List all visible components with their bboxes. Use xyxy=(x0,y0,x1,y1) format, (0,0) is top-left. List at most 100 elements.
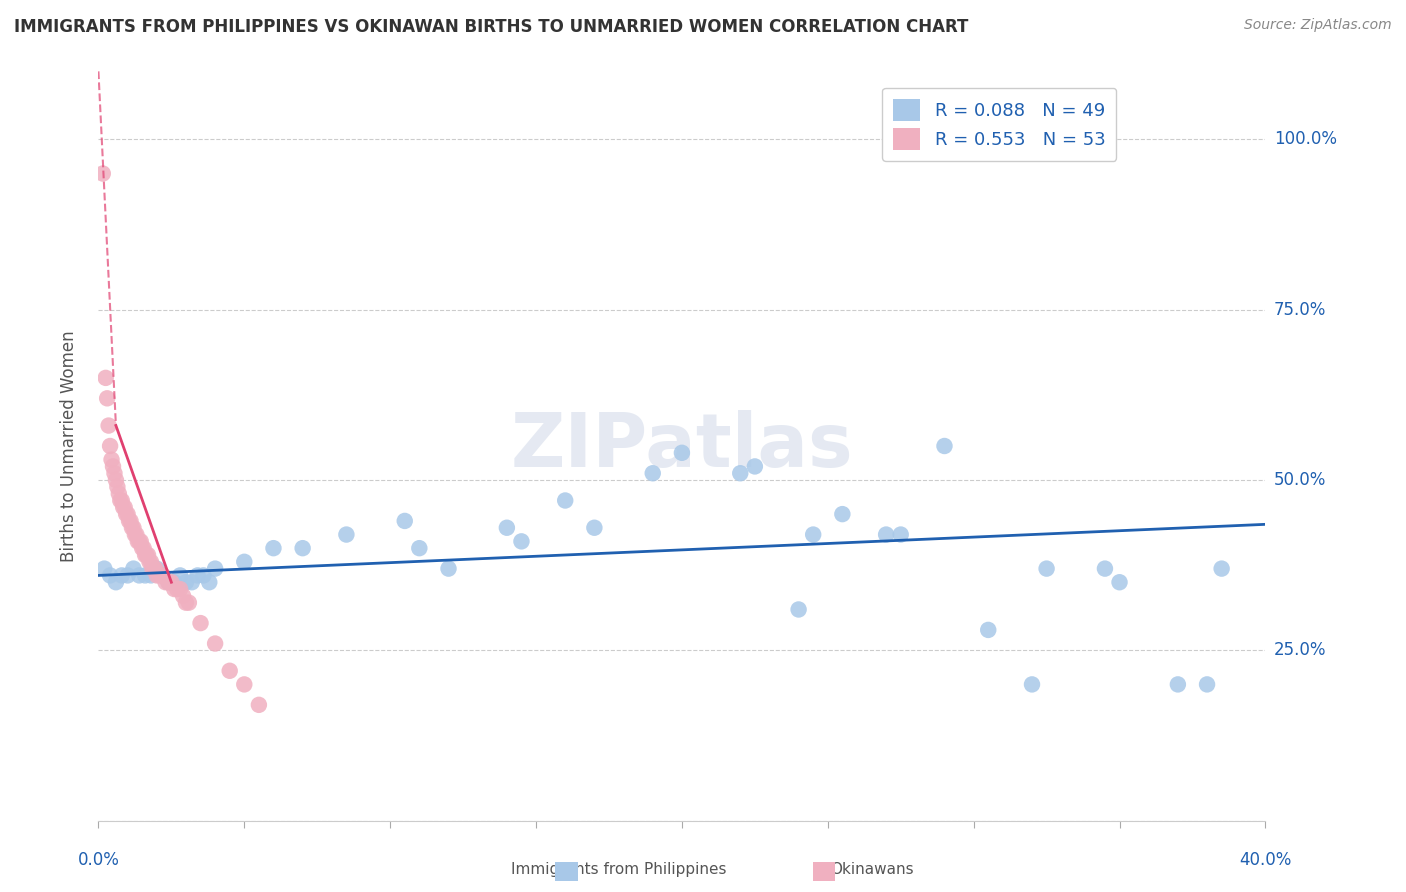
Point xyxy=(335,527,357,541)
Point xyxy=(117,507,139,521)
Point xyxy=(138,555,160,569)
Point xyxy=(139,568,162,582)
Point xyxy=(143,561,166,575)
Point xyxy=(104,575,127,590)
Point xyxy=(160,575,183,590)
Text: Source: ZipAtlas.com: Source: ZipAtlas.com xyxy=(1244,18,1392,32)
Point xyxy=(157,575,180,590)
Point xyxy=(169,568,191,582)
Point xyxy=(128,534,150,549)
Point xyxy=(122,521,145,535)
Point xyxy=(1167,677,1189,691)
Text: Okinawans: Okinawans xyxy=(830,863,914,877)
Point xyxy=(204,561,226,575)
Point xyxy=(149,568,172,582)
Point xyxy=(98,568,121,582)
Point xyxy=(180,575,202,590)
Point xyxy=(131,541,153,556)
Point xyxy=(157,575,180,590)
Point xyxy=(103,467,125,481)
Point xyxy=(120,514,142,528)
Point xyxy=(146,568,169,582)
Point xyxy=(890,527,912,541)
Point xyxy=(787,602,810,616)
Point xyxy=(496,521,519,535)
Point xyxy=(100,452,122,467)
Point xyxy=(146,561,169,575)
Point xyxy=(108,486,131,500)
Point xyxy=(174,575,197,590)
Point xyxy=(1108,575,1130,590)
Point xyxy=(247,698,270,712)
Point xyxy=(1035,561,1057,575)
Point xyxy=(394,514,416,528)
Point xyxy=(152,568,174,582)
Point xyxy=(190,616,212,631)
Point xyxy=(934,439,956,453)
Point xyxy=(169,582,191,596)
Point xyxy=(641,467,664,481)
Point xyxy=(408,541,430,556)
Text: 40.0%: 40.0% xyxy=(1239,851,1292,869)
Point xyxy=(124,527,146,541)
Point xyxy=(166,582,188,596)
Point xyxy=(671,446,693,460)
Point xyxy=(125,527,148,541)
Point xyxy=(110,493,132,508)
Legend: R = 0.088   N = 49, R = 0.553   N = 53: R = 0.088 N = 49, R = 0.553 N = 53 xyxy=(883,88,1116,161)
Text: 75.0%: 75.0% xyxy=(1274,301,1326,318)
Point xyxy=(510,534,533,549)
Point xyxy=(1094,561,1116,575)
Text: 25.0%: 25.0% xyxy=(1274,641,1326,659)
Point xyxy=(744,459,766,474)
Point xyxy=(155,575,177,590)
Point xyxy=(172,589,194,603)
Point xyxy=(136,548,159,562)
Point xyxy=(104,473,127,487)
Point xyxy=(94,371,117,385)
Point xyxy=(1211,561,1233,575)
Point xyxy=(114,500,136,515)
Text: ZIPatlas: ZIPatlas xyxy=(510,409,853,483)
Point xyxy=(98,439,121,453)
Point xyxy=(105,480,128,494)
Text: 100.0%: 100.0% xyxy=(1274,130,1337,148)
Point xyxy=(233,677,256,691)
Point xyxy=(204,636,226,650)
Point xyxy=(163,575,186,590)
Point xyxy=(233,555,256,569)
Point xyxy=(111,568,134,582)
Point xyxy=(152,568,174,582)
Point xyxy=(291,541,314,556)
Point xyxy=(129,534,152,549)
Point xyxy=(977,623,1000,637)
Point xyxy=(115,507,138,521)
Text: 50.0%: 50.0% xyxy=(1274,471,1326,489)
Point xyxy=(1197,677,1219,691)
Point xyxy=(263,541,285,556)
Point xyxy=(139,555,162,569)
Point xyxy=(128,568,150,582)
Point xyxy=(121,521,143,535)
Point xyxy=(187,568,209,582)
Point xyxy=(93,561,115,575)
Point xyxy=(91,167,114,181)
Point xyxy=(193,568,215,582)
Point xyxy=(163,582,186,596)
Point xyxy=(101,459,124,474)
Point xyxy=(97,418,120,433)
Point xyxy=(122,561,145,575)
Point xyxy=(111,493,134,508)
Point xyxy=(177,596,200,610)
Point xyxy=(142,561,165,575)
Point xyxy=(583,521,606,535)
Point xyxy=(831,507,853,521)
Point xyxy=(198,575,221,590)
Text: 0.0%: 0.0% xyxy=(77,851,120,869)
Point xyxy=(96,392,118,406)
Y-axis label: Births to Unmarried Women: Births to Unmarried Women xyxy=(59,330,77,562)
Point xyxy=(218,664,240,678)
Point xyxy=(1021,677,1043,691)
Point xyxy=(875,527,897,541)
Point xyxy=(801,527,824,541)
